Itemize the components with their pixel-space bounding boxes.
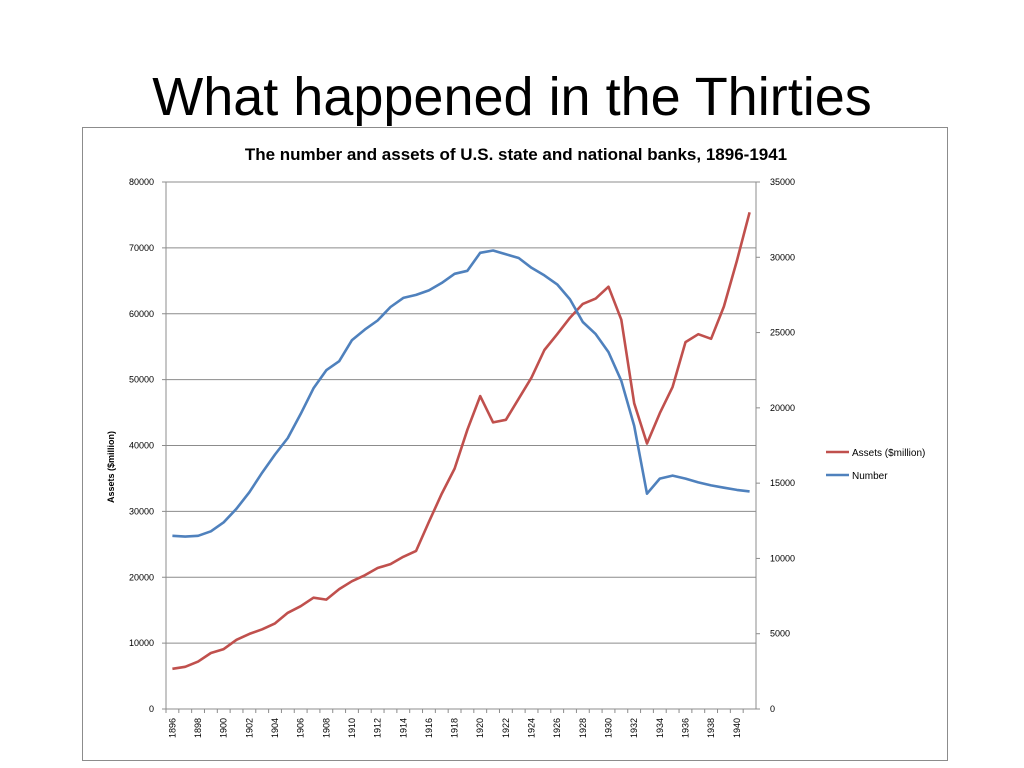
x-axis-ticks: 1896 1898 1900 1902 1904 1906 1908 1910 1912 1914… [165,709,744,738]
y-axis-label: Assets ($million) [106,431,116,503]
right-tick-label: 10000 [770,553,795,563]
x-tick-label: 1924 [527,718,537,738]
chart-title: The number and assets of U.S. state and … [245,145,787,164]
x-tick-label: 1918 [450,718,460,738]
right-tick-label: 35000 [770,177,795,187]
x-tick-label: 1898 [193,718,203,738]
right-tick-label: 30000 [770,252,795,262]
series-line-assets-million [172,211,751,671]
left-axis-ticks: 0 10000 20000 30000 40000 50000 60000 70000 8000… [129,177,166,714]
left-tick-label: 20000 [129,572,154,582]
left-tick-label: 70000 [129,243,154,253]
grid-lines [166,181,756,644]
x-tick-label: 1912 [373,718,383,738]
x-tick-label: 1934 [655,718,665,738]
left-tick-label: 0 [149,704,154,714]
right-axis-ticks: 0 5000 10000 15000 20000 25000 30000 35000 [756,177,795,714]
right-tick-label: 15000 [770,478,795,488]
left-tick-label: 50000 [129,375,154,385]
left-tick-label: 40000 [129,441,154,451]
right-tick-label: 5000 [770,629,790,639]
right-tick-label: 20000 [770,403,795,413]
x-tick-label: 1920 [475,718,485,738]
slide-title: What happened in the Thirties [152,67,872,127]
x-tick-label: 1914 [398,718,408,738]
left-tick-label: 60000 [129,309,154,319]
x-tick-label: 1930 [604,718,614,738]
x-tick-label: 1908 [321,718,331,738]
right-tick-label: 0 [770,704,775,714]
x-tick-label: 1936 [680,718,690,738]
legend: Assets ($million) Number [826,448,925,482]
x-tick-label: 1932 [629,718,639,738]
x-tick-label: 1910 [347,718,357,738]
x-tick-label: 1896 [167,718,177,738]
x-tick-label: 1938 [706,718,716,738]
series-line-number [172,249,750,538]
x-tick-label: 1904 [270,718,280,738]
x-tick-label: 1928 [578,718,588,738]
x-tick-label: 1902 [244,718,254,738]
x-tick-label: 1940 [732,718,742,738]
x-tick-label: 1900 [219,718,229,738]
right-tick-label: 25000 [770,328,795,338]
chart-frame: The number and assets of U.S. state and … [82,127,948,761]
series-lines [172,211,751,671]
x-tick-label: 1906 [296,718,306,738]
left-tick-label: 10000 [129,638,154,648]
x-tick-label: 1916 [424,718,434,738]
legend-label: Number [852,471,888,482]
x-tick-label: 1922 [501,718,511,738]
legend-label: Assets ($million) [852,448,925,459]
left-tick-label: 30000 [129,506,154,516]
left-tick-label: 80000 [129,177,154,187]
line-chart: The number and assets of U.S. state and … [106,145,925,738]
x-tick-label: 1926 [552,718,562,738]
